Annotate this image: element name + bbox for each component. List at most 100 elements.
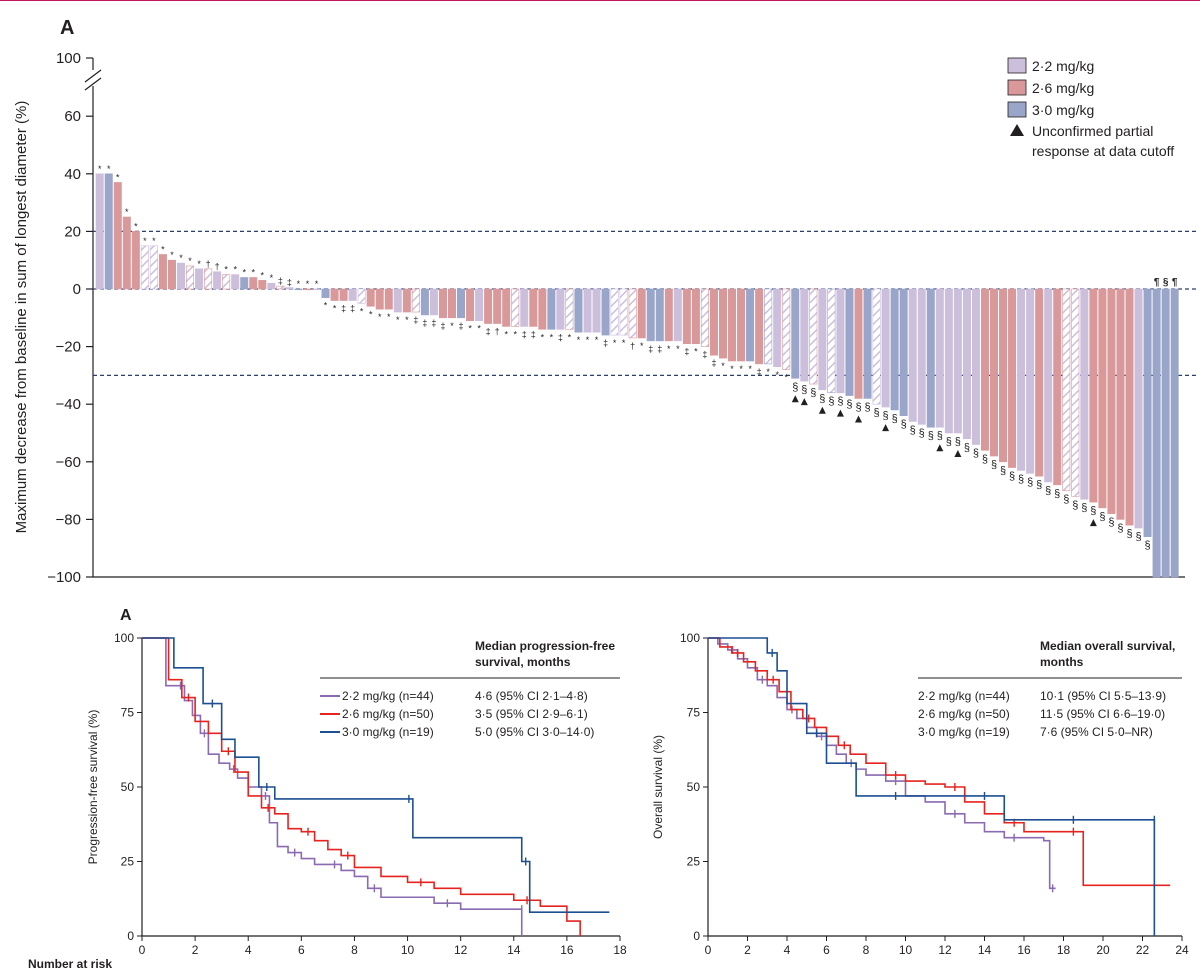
os-y-label: Overall survival (%) <box>651 735 665 839</box>
bar-mark: § <box>874 407 880 419</box>
bar-mark: § <box>1045 485 1051 497</box>
y-tick-label: 20 <box>64 223 81 240</box>
bar-mark: § <box>1126 528 1132 540</box>
triangle-icon <box>1010 124 1024 136</box>
bar <box>854 288 863 399</box>
bar <box>800 288 809 382</box>
bar-mark: † <box>215 262 220 272</box>
bar-mark: * <box>586 335 590 345</box>
survival-curve-line22 <box>708 637 1056 890</box>
bar-mark: ‡ <box>657 344 662 354</box>
x-tick-label: 24 <box>1175 943 1189 957</box>
survival-curve-line22 <box>142 637 523 936</box>
survival-curve-line26 <box>708 637 1171 887</box>
bar <box>583 288 592 333</box>
bar <box>646 288 655 342</box>
pfs-legend-value-26: 3·5 (95% CI 2·9–6·1) <box>475 707 588 721</box>
pfs-legend-header-2: survival, months <box>475 655 571 669</box>
x-tick-label: 10 <box>401 943 415 957</box>
legend-swatch-30 <box>1007 101 1027 118</box>
bar-mark: § <box>855 401 861 413</box>
os-legend-value-26: 11·5 (95% CI 6·6–19·0) <box>1040 707 1165 721</box>
bar-mark: § <box>1145 540 1151 552</box>
bar-mark: * <box>261 270 265 280</box>
bar-mark: § <box>1072 499 1078 511</box>
bar-mark: * <box>125 207 129 217</box>
bar-mark: ‡ <box>413 315 418 325</box>
bar-mark: ‡ <box>287 278 292 288</box>
bar-mark: * <box>739 364 743 374</box>
bar <box>1116 288 1125 520</box>
bar-mark: § <box>901 419 907 431</box>
bar <box>393 288 402 313</box>
x-tick-label: 4 <box>245 943 252 957</box>
bar <box>556 288 565 330</box>
axis-break-mark <box>84 77 102 91</box>
x-tick-label: 12 <box>938 943 952 957</box>
bar-mark: * <box>541 332 545 342</box>
bar <box>447 288 457 319</box>
bar-mark: ‡ <box>684 347 689 357</box>
bar <box>1008 288 1017 468</box>
y-tick-label: −40 <box>56 396 81 413</box>
top-border <box>0 0 1200 1</box>
number-at-risk-label: Number at risk <box>28 957 112 971</box>
bar-mark: § <box>1027 476 1033 488</box>
bar <box>980 288 989 451</box>
bar-mark: * <box>405 315 409 325</box>
bar <box>493 288 502 324</box>
bar-mark: ‡ <box>341 304 346 314</box>
triangle-marker <box>791 395 799 403</box>
bar <box>728 288 737 362</box>
bar-mark: § <box>819 393 825 405</box>
bar <box>222 274 231 290</box>
os-legend-value-30: 7·6 (95% CI 5·0–NR) <box>1040 725 1153 739</box>
y-axis-label: Maximum decrease from baseline in sum of… <box>13 101 30 534</box>
bar <box>321 288 330 298</box>
triangle-marker <box>836 409 844 417</box>
bar-mark: § <box>810 387 816 399</box>
bar-mark: ‡ <box>459 321 464 331</box>
y-ticks: 100 60 40 20 0 −20 −40 −60 −80 −100 <box>47 50 93 586</box>
bar-mark: * <box>224 265 228 275</box>
bar-mark: * <box>152 236 156 246</box>
bar-mark: * <box>667 344 671 354</box>
bar-mark: * <box>450 321 454 331</box>
bar <box>303 288 312 291</box>
bar-mark: † <box>206 259 211 269</box>
bar <box>899 288 908 417</box>
pfs-legend-header-1: Median progression-free <box>475 639 615 653</box>
x-tick-label: 2 <box>192 943 199 957</box>
bar-mark: * <box>161 244 165 254</box>
bar-mark: * <box>694 347 698 357</box>
bar <box>177 262 186 290</box>
bar-mark: § <box>1108 517 1114 529</box>
os-legend: Median overall survival, months 2·2 mg/k… <box>918 639 1182 739</box>
bar-mark: § <box>955 436 961 448</box>
bar-mark: * <box>387 312 391 322</box>
bar-mark: § <box>1081 502 1087 514</box>
bar <box>466 288 475 321</box>
bar-mark: § <box>1135 531 1141 543</box>
bar-mark: § <box>1009 471 1015 483</box>
bar-mark: * <box>360 306 364 316</box>
y-tick-label: 25 <box>121 855 135 869</box>
os-legend-label-22: 2·2 mg/kg (n=44) <box>918 689 1010 703</box>
bar-mark: § <box>964 442 970 454</box>
bar <box>149 245 158 290</box>
bar <box>700 288 709 347</box>
bar-mark: ‡ <box>278 276 283 286</box>
x-tick-label: 6 <box>298 943 305 957</box>
bar-mark: ‡ <box>431 318 436 328</box>
bar-mark: ¶ <box>1172 277 1178 288</box>
bar-mark: § <box>892 413 898 425</box>
bar-annotations: * * * * * * * * * * * * † † * * * * * * ‡ ‡ * * * * * ‡ ‡ * * * * * * ‡ ‡ ‡ ‡ *… <box>98 164 1178 552</box>
bar <box>502 288 511 327</box>
bar <box>1053 288 1062 486</box>
bar <box>971 288 980 445</box>
bar <box>782 288 791 370</box>
bar <box>935 288 944 428</box>
bar-mark: * <box>116 172 120 182</box>
bars <box>95 173 1179 578</box>
y-tick-label: −60 <box>56 454 81 471</box>
